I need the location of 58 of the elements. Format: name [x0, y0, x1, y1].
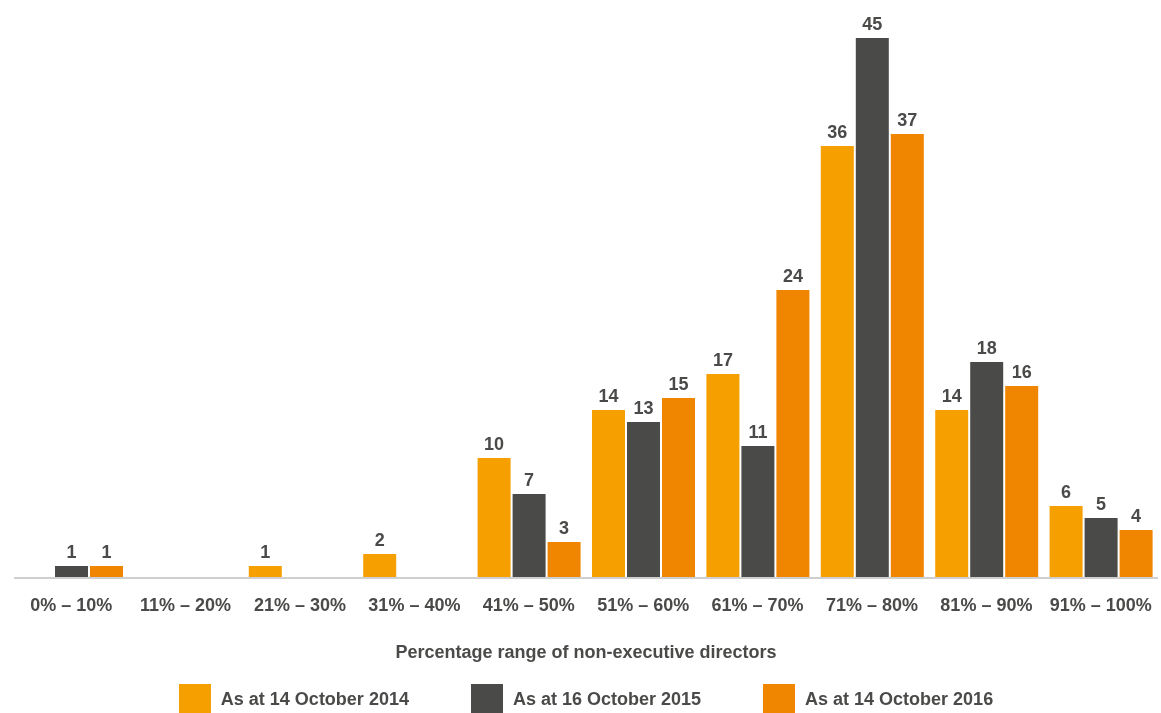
legend-label: As at 14 October 2014	[220, 687, 409, 710]
data-label: 24	[782, 266, 803, 286]
data-label: 14	[941, 386, 962, 406]
x-tick-label: 21% – 30%	[253, 594, 347, 615]
bar	[741, 446, 775, 578]
legend-label: As at 14 October 2016	[805, 687, 994, 710]
data-label: 1	[66, 542, 77, 562]
data-label: 1	[101, 542, 112, 562]
x-tick-label: 71% – 80%	[825, 594, 919, 615]
bar	[547, 542, 581, 578]
bar	[1119, 530, 1153, 578]
data-label: 11	[748, 422, 768, 442]
bar	[248, 566, 282, 578]
bar	[55, 566, 88, 578]
x-tick-label: 0% – 10%	[30, 594, 113, 615]
bar	[855, 38, 889, 578]
bar	[1049, 506, 1083, 578]
data-label: 7	[524, 470, 535, 490]
data-label: 37	[897, 110, 918, 130]
data-label: 13	[633, 398, 654, 418]
data-label: 14	[598, 386, 619, 406]
bar	[820, 146, 854, 578]
bar	[512, 494, 546, 578]
data-label: 17	[712, 350, 733, 370]
bar	[776, 290, 810, 578]
bar	[1084, 518, 1118, 578]
bar	[970, 362, 1004, 578]
x-tick-label: 41% – 50%	[482, 594, 575, 615]
legend-label: As at 16 October 2015	[512, 687, 702, 710]
data-label: 5	[1096, 494, 1107, 514]
data-label: 2	[374, 530, 385, 550]
data-label: 16	[1011, 362, 1032, 382]
bar	[935, 410, 969, 578]
bar	[363, 554, 397, 578]
data-label: 3	[559, 518, 570, 538]
bar	[627, 422, 660, 578]
bar	[477, 458, 511, 578]
x-tick-label: 51% – 60%	[597, 594, 690, 615]
bar	[1005, 386, 1039, 578]
x-tick-label: 31% – 40%	[368, 594, 461, 615]
data-label: 10	[484, 434, 505, 454]
data-label: 15	[668, 374, 689, 394]
bar	[706, 374, 740, 578]
x-tick-label: 61% – 70%	[711, 594, 804, 615]
x-tick-label: 81% – 90%	[940, 594, 1033, 615]
data-label: 36	[827, 122, 848, 142]
data-label: 6	[1061, 482, 1072, 502]
x-tick-label: 91% – 100%	[1049, 594, 1152, 615]
x-axis-title: Percentage range of non-executive directors	[395, 642, 777, 662]
bar	[890, 134, 924, 578]
bar	[90, 566, 123, 578]
x-tick-label: 11% – 20%	[140, 594, 232, 615]
bar	[592, 410, 625, 578]
data-label: 4	[1131, 506, 1142, 526]
data-label: 18	[976, 338, 997, 358]
data-label: 45	[862, 14, 883, 34]
bar	[662, 398, 695, 578]
data-label: 1	[260, 542, 271, 562]
